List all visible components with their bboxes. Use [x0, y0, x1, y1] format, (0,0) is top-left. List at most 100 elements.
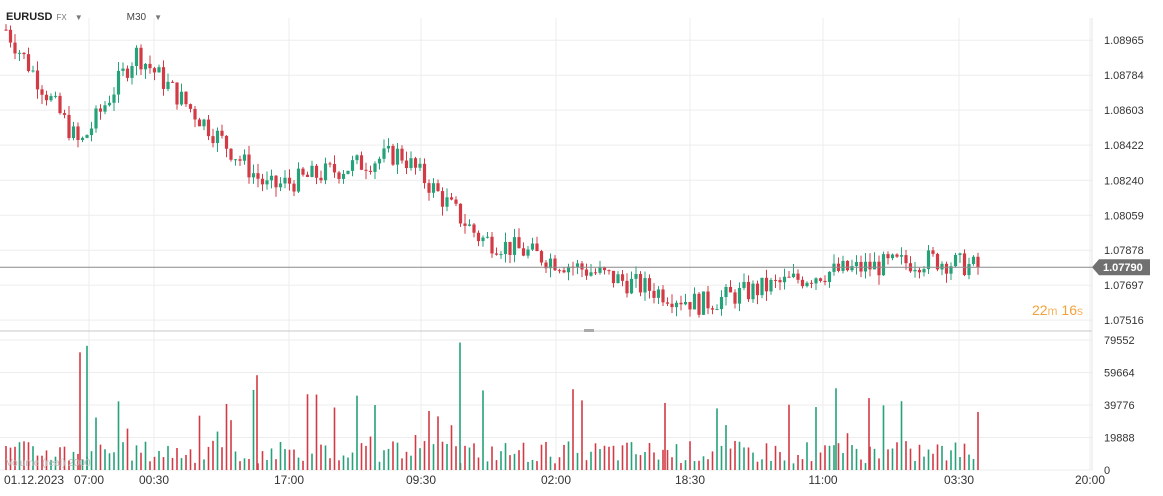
candle-body — [782, 276, 787, 283]
volume-bar — [842, 453, 844, 470]
candle-body — [269, 175, 274, 181]
volume-bar — [459, 342, 461, 470]
candle-body — [674, 302, 679, 308]
candle-body — [323, 163, 328, 181]
candle-body — [917, 269, 922, 273]
volume-bar — [338, 460, 340, 470]
volume-bar — [639, 455, 642, 470]
symbol-label[interactable]: EURUSD — [6, 11, 53, 23]
candle-body — [535, 243, 539, 252]
volume-bar — [662, 449, 664, 470]
candle-body — [377, 158, 382, 164]
volume-bar — [320, 444, 322, 470]
candle-body — [935, 253, 940, 270]
volume-bar — [450, 425, 453, 470]
candle-body — [418, 163, 422, 168]
caret-down-icon[interactable]: ▼ — [154, 12, 162, 22]
volume-bar — [644, 452, 646, 470]
volume-indicator-label[interactable]: Volume (real) 2000 — [6, 458, 91, 469]
candle-body — [292, 183, 296, 192]
volume-bar — [72, 451, 75, 470]
pane-resize-handle[interactable] — [584, 329, 594, 332]
volume-bar — [306, 394, 309, 470]
volume-bar — [32, 446, 34, 470]
candle-body — [958, 253, 962, 255]
candle-body — [8, 29, 13, 43]
volume-bar — [140, 452, 142, 470]
timeframe-selector[interactable]: M30 — [126, 11, 147, 23]
volume-bar — [698, 460, 700, 470]
volume-bar — [18, 442, 21, 470]
candle-body — [868, 261, 872, 270]
candle-body — [310, 165, 314, 177]
volume-bar — [171, 457, 174, 470]
time-tick-label: 00:30 — [139, 473, 169, 487]
candle-body — [890, 254, 895, 259]
volume-bar — [572, 389, 574, 470]
volume-bar — [887, 449, 889, 470]
volume-bar — [761, 459, 763, 470]
volume-bar — [792, 463, 795, 470]
timer-minutes-unit: m — [1047, 304, 1058, 318]
candle-body — [449, 197, 454, 200]
volume-bar — [419, 448, 421, 470]
candle-body — [697, 293, 701, 315]
time-tick-label: 11:00 — [808, 473, 837, 487]
candle-body — [791, 273, 796, 278]
volume-bar — [495, 460, 498, 470]
volume-bar — [837, 443, 840, 470]
volume-bar — [527, 461, 529, 470]
volume-bar — [396, 442, 399, 470]
candle-body — [202, 119, 206, 127]
candle-body — [107, 102, 112, 106]
candle-body — [247, 154, 251, 178]
volume-bar — [95, 417, 97, 470]
volume-bar — [626, 442, 628, 470]
candle-body — [962, 253, 967, 276]
volume-bar — [828, 445, 831, 470]
volume-bar — [684, 460, 687, 470]
volume-bar — [590, 451, 592, 470]
candle-body — [62, 113, 67, 115]
volume-bar — [927, 449, 930, 470]
candle-body — [647, 278, 652, 291]
volume-bar — [846, 433, 849, 470]
volume-bar — [473, 443, 475, 470]
candle-body — [881, 254, 886, 276]
volume-bar — [774, 445, 777, 470]
candle-body — [580, 263, 584, 270]
market-label: FX — [56, 12, 67, 22]
timer-seconds-unit: s — [1077, 304, 1083, 318]
candle-body — [629, 278, 634, 294]
candle-body — [634, 274, 638, 279]
candle-body — [400, 148, 404, 161]
price-tick-label: 1.07697 — [1104, 280, 1144, 292]
volume-tick-label: 59664 — [1104, 368, 1135, 380]
volume-bar — [635, 454, 637, 470]
volume-bar — [198, 415, 201, 470]
volume-bar — [891, 448, 894, 470]
volume-bar — [351, 452, 354, 470]
volume-bar — [707, 459, 709, 470]
candle-body — [899, 255, 904, 257]
candle-body — [454, 199, 458, 204]
volume-bar — [162, 457, 165, 470]
volume-bar — [104, 449, 106, 470]
volume-bar — [347, 457, 349, 470]
volume-tick-label: 19888 — [1104, 433, 1135, 445]
volume-bar — [90, 451, 93, 470]
candle-body — [458, 203, 463, 224]
volume-bar — [567, 441, 570, 470]
candle-body — [931, 250, 935, 254]
volume-bar — [878, 458, 880, 470]
volume-bar — [599, 449, 601, 470]
candle-body — [31, 70, 35, 72]
caret-down-icon[interactable]: ▼ — [74, 12, 83, 22]
candle-body — [670, 303, 674, 308]
volume-tick-label: 39776 — [1104, 400, 1135, 412]
volume-bar — [288, 449, 291, 470]
volume-bar — [50, 459, 52, 470]
volume-bar — [180, 458, 183, 470]
candle-body — [175, 82, 179, 105]
